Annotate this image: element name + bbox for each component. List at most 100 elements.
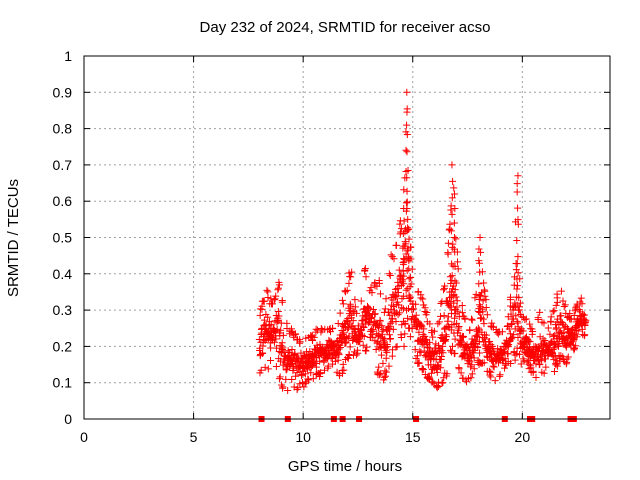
data-point xyxy=(467,353,475,361)
data-point xyxy=(507,359,515,367)
data-point xyxy=(403,187,411,195)
data-point xyxy=(450,350,458,358)
data-point xyxy=(473,333,481,341)
data-point xyxy=(336,344,344,352)
y-tick-labels: 0 0.1 0.2 0.3 0.4 0.5 0.6 0.7 0.8 0.9 1 xyxy=(53,48,73,427)
data-point xyxy=(407,280,415,288)
data-point xyxy=(415,359,423,367)
data-point xyxy=(513,180,521,188)
data-point xyxy=(547,338,555,346)
data-point xyxy=(499,356,507,364)
data-point xyxy=(515,306,523,314)
data-point xyxy=(582,316,590,324)
data-point xyxy=(389,325,397,333)
data-point xyxy=(275,375,283,383)
data-point xyxy=(444,317,452,325)
data-point xyxy=(369,326,377,334)
data-point xyxy=(355,330,363,338)
data-point xyxy=(270,338,278,346)
data-point xyxy=(475,280,483,288)
data-point xyxy=(339,360,347,368)
data-point xyxy=(273,325,281,333)
data-point xyxy=(471,294,479,302)
data-point xyxy=(303,365,311,373)
data-point xyxy=(302,334,310,342)
data-point xyxy=(400,280,408,288)
data-point xyxy=(511,351,519,359)
data-point xyxy=(342,288,350,296)
data-point xyxy=(391,310,399,318)
data-point xyxy=(385,362,393,370)
data-point xyxy=(521,316,529,324)
data-point xyxy=(474,324,482,332)
data-point xyxy=(403,227,411,235)
data-point xyxy=(288,327,296,335)
data-point xyxy=(480,359,488,367)
data-point xyxy=(421,308,429,316)
data-point xyxy=(552,301,560,309)
data-point xyxy=(257,366,265,374)
data-point xyxy=(480,320,488,328)
data-point xyxy=(536,308,544,316)
data-point xyxy=(412,311,420,319)
data-point xyxy=(514,333,522,341)
data-point xyxy=(405,225,413,233)
x-tick-label: 0 xyxy=(80,429,88,445)
axis-ticks xyxy=(83,55,610,420)
data-point xyxy=(475,326,483,334)
data-point xyxy=(540,369,548,377)
data-point xyxy=(264,365,272,373)
data-point xyxy=(542,363,550,371)
data-point xyxy=(359,341,367,349)
data-point xyxy=(316,357,324,365)
data-point xyxy=(365,305,373,313)
data-point xyxy=(364,304,372,312)
data-point xyxy=(512,266,520,274)
data-point xyxy=(549,345,557,353)
data-point xyxy=(368,327,376,335)
data-point xyxy=(403,121,411,129)
data-point xyxy=(553,298,561,306)
data-point xyxy=(274,284,282,292)
data-point xyxy=(402,168,410,175)
data-point xyxy=(340,366,348,374)
data-point xyxy=(437,312,445,320)
data-point xyxy=(559,297,567,305)
data-point xyxy=(541,352,549,360)
data-point xyxy=(430,327,438,335)
data-point xyxy=(479,315,487,323)
data-points xyxy=(255,88,590,394)
data-point xyxy=(393,292,401,300)
data-point xyxy=(441,336,449,344)
data-point xyxy=(279,331,287,339)
data-point xyxy=(336,309,344,317)
data-point xyxy=(406,333,414,341)
data-point xyxy=(388,315,396,323)
data-point xyxy=(379,325,387,333)
data-point xyxy=(308,332,316,340)
data-point xyxy=(400,204,408,212)
y-tick-label: 0.7 xyxy=(53,157,73,173)
data-point xyxy=(309,375,317,383)
data-point xyxy=(540,319,548,327)
data-point xyxy=(399,242,407,250)
data-point xyxy=(476,268,484,276)
data-point xyxy=(382,368,390,376)
data-point xyxy=(572,342,580,350)
data-point xyxy=(419,365,427,373)
data-point xyxy=(534,314,542,322)
data-point xyxy=(447,326,455,334)
data-point xyxy=(437,353,445,361)
data-point xyxy=(339,300,347,308)
data-point xyxy=(480,279,488,287)
data-point xyxy=(525,365,533,373)
data-point xyxy=(443,333,451,341)
data-point xyxy=(490,363,498,371)
data-point xyxy=(475,257,483,265)
data-point xyxy=(450,299,458,307)
data-point xyxy=(439,342,447,350)
data-point xyxy=(275,281,283,289)
data-point xyxy=(561,301,569,309)
data-point xyxy=(360,323,368,331)
data-point xyxy=(522,315,530,323)
